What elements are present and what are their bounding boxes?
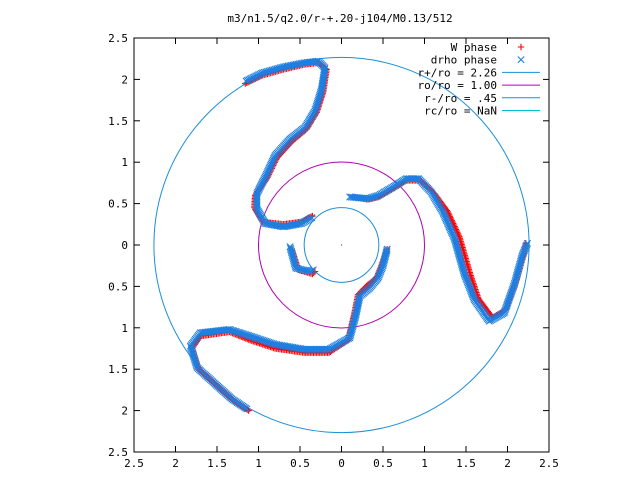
x-tick-label: 2.5 [124,457,144,470]
y-tick-label: 0.5 [108,198,128,211]
w-phase-point [453,227,460,235]
legend-label: W phase [451,41,497,54]
w-phase-point [452,226,460,233]
legend-label: ro/ro = 1.00 [418,79,497,92]
legend-label: r-/ro = .45 [424,92,497,105]
w-phase-point [452,224,459,232]
y-tick-label: 1 [121,322,128,335]
drho-phase-point [308,267,316,275]
w-phase-point [447,214,454,221]
w-phase-point [451,223,458,230]
w-phase-point [454,230,462,237]
data-points [186,57,532,414]
circle-r-1 [258,161,425,329]
y-tick-label: 2.5 [108,32,128,45]
x-tick-label: 2 [172,457,179,470]
drho-phase-point [523,241,531,249]
axis-ticks [133,37,550,453]
legend-label: drho phase [431,54,497,67]
legend-label: r+/ro = 2.26 [418,66,497,79]
w-phase-point [517,43,525,51]
legend-label: rc/ro = NaN [424,105,497,118]
x-tick-label: 0 [338,457,345,470]
y-tick-label: 1 [121,156,128,169]
w-phase-point [450,220,457,227]
x-tick-label: 0.5 [290,457,310,470]
y-tick-labels: 2.5 2 1.5 1 0.5 0 0.5 1 1.5 2 2.5 [108,32,128,459]
w-phase-point [445,211,453,219]
x-tick-label: 1 [255,457,262,470]
y-tick-label: 0 [121,239,128,252]
drho-phase-point [308,214,316,222]
w-phase-point [449,218,456,226]
drho-phase-point [309,266,317,274]
center-dot [340,244,343,246]
y-tick-label: 2 [121,405,128,418]
x-tick-labels: 2.5 2 1.5 1 0.5 0 0.5 1 1.5 2 2.5 [124,457,559,470]
w-phase-point [455,232,462,239]
chart-title: m3/n1.5/q2.0/r-+.20-j104/M0.13/512 [227,12,452,25]
x-tick-label: 1.5 [456,457,476,470]
y-tick-label: 1.5 [108,363,128,376]
x-tick-label: 0.5 [373,457,393,470]
x-tick-label: 1 [421,457,428,470]
drho-phase-point [411,175,420,183]
y-tick-label: 1.5 [108,115,128,128]
w-phase-point [447,215,455,223]
w-phase-point [448,217,456,224]
y-tick-label: 2.5 [108,446,128,459]
w-phase-point [454,229,461,236]
drho-phase-point [523,239,532,247]
circle-r-0_45 [303,207,380,283]
x-tick-label: 1.5 [207,457,227,470]
drho-phase-point [517,56,525,64]
x-tick-label: 2 [504,457,511,470]
w-phase-point [450,221,458,229]
y-tick-label: 0.5 [108,280,128,293]
y-tick-label: 2 [121,73,128,86]
drho-phase-point [243,405,251,413]
w-phase-point [446,213,453,220]
drho-phase-series [186,57,532,413]
x-tick-label: 2.5 [539,457,559,470]
